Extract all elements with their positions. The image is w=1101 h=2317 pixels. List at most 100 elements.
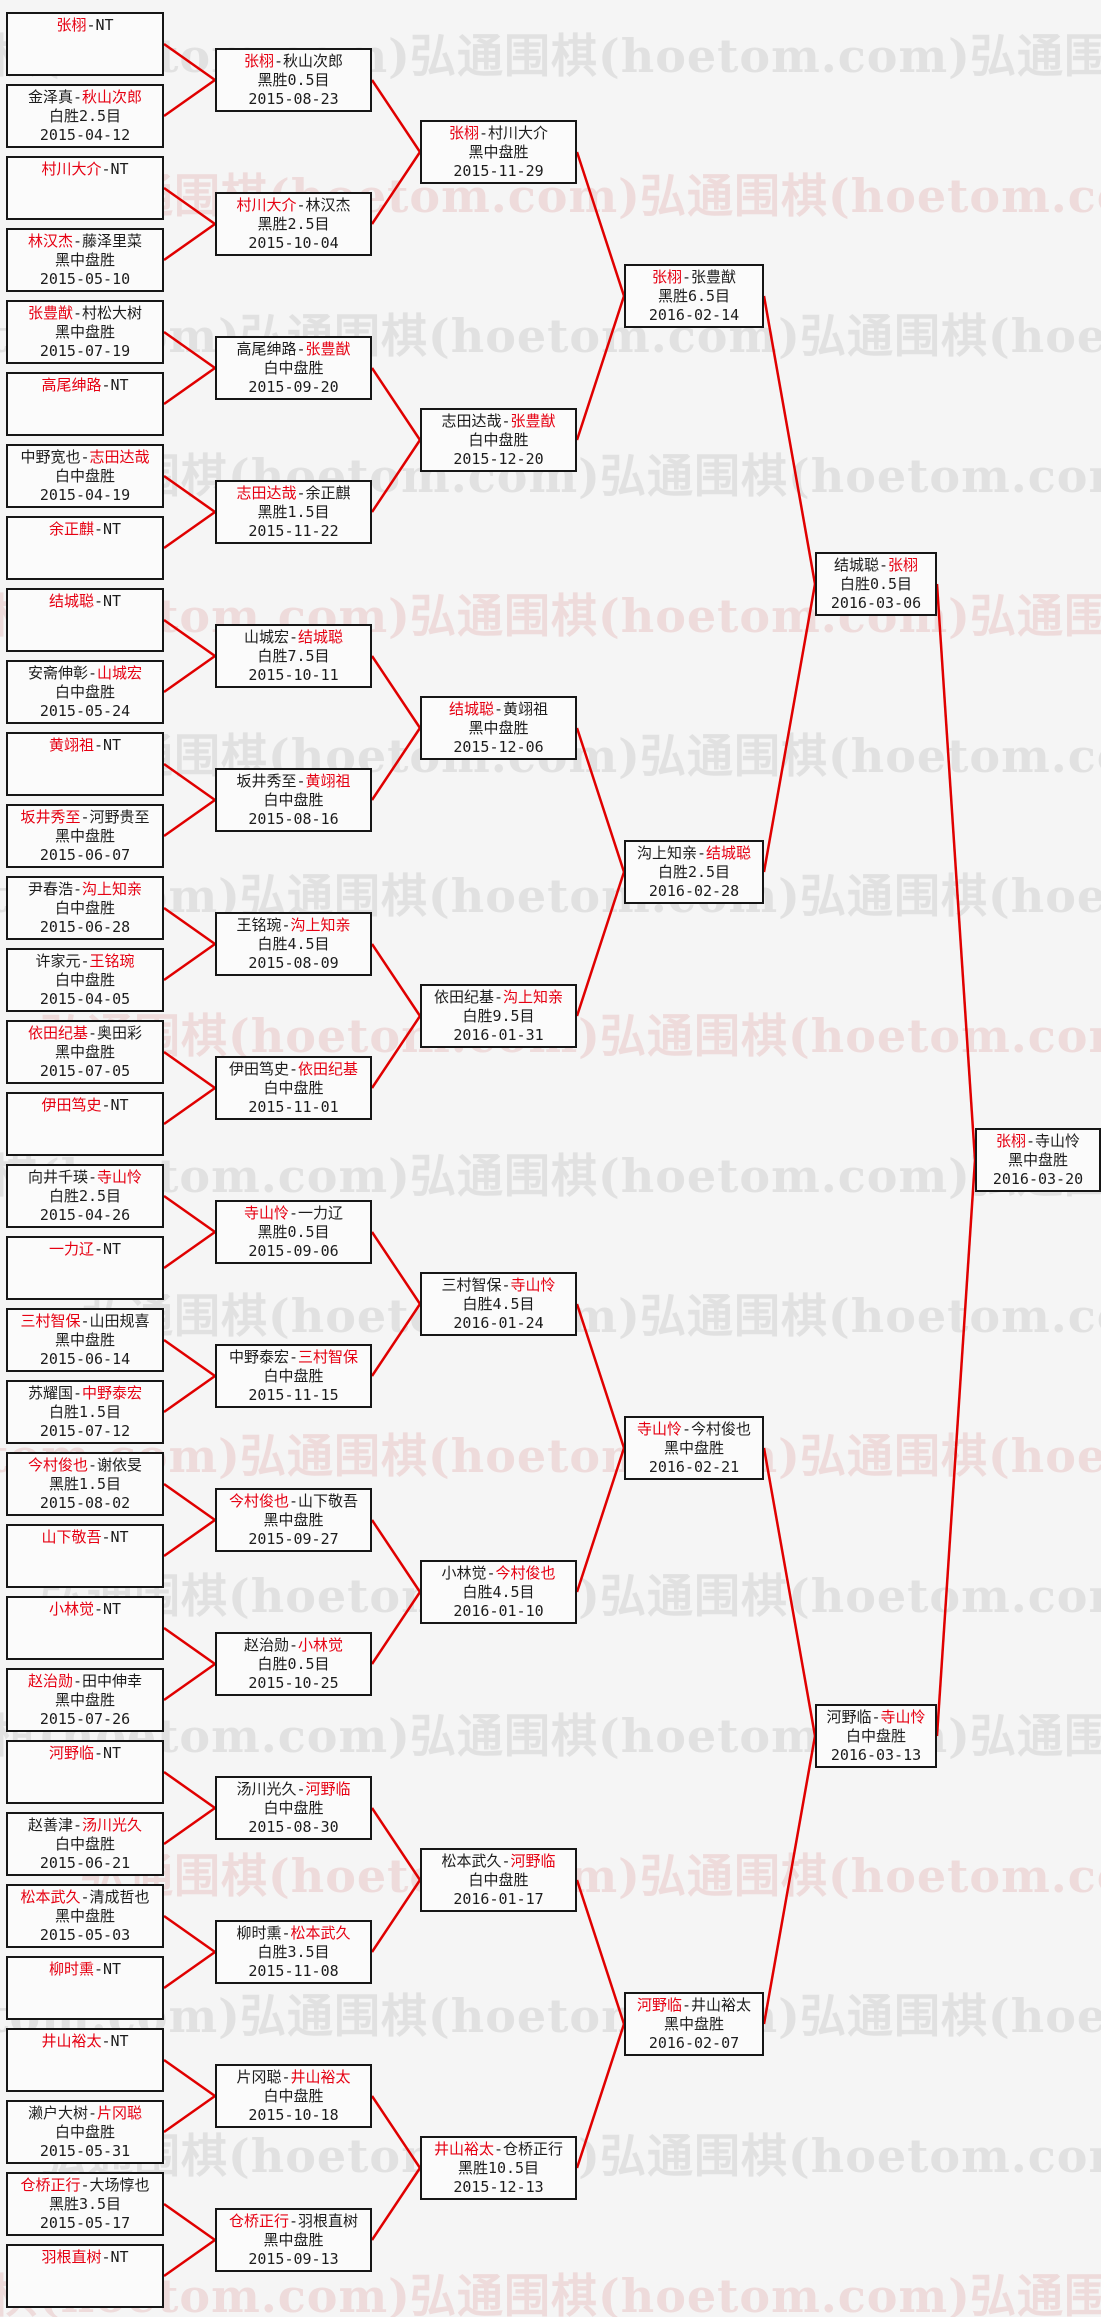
bracket-connector [163,1194,216,1234]
match-box-r1-10: 安斋伸彰-山城宏 白中盘胜 2015-05-24 [6,660,164,724]
player-name: 河野临 [510,1852,556,1870]
result-line: 黑胜3.5目 [48,2195,122,2213]
result-line: 白胜0.5目 [839,575,913,593]
vs-dash: - [72,1384,83,1402]
bracket-connector [163,222,216,262]
player-name: 张栩 [651,268,682,286]
vs-dash: - [288,1204,299,1222]
player-name: 黄翊祖 [48,736,94,754]
player-name: 村川大介 [236,196,297,214]
date-line: 2015-04-05 [39,990,131,1008]
match-players: 三村智保-山田规喜 [8,1312,162,1331]
vs-dash: - [493,700,504,718]
date-line: 2015-10-11 [248,666,339,684]
match-players: 松本武久-清成哲也 [8,1888,162,1907]
vs-dash: - [93,1960,103,1978]
match-box-r2-16: 仓桥正行-羽根直树 黑中盘胜 2015-09-13 [215,2208,372,2272]
match-players: 寺山怜-一力辽 [217,1204,370,1223]
result-line: 白胜4.5目 [257,935,330,953]
match-players: 一力辽-NT [8,1240,162,1259]
bye-label: NT [102,1960,122,1978]
player-name: 秋山次郎 [283,52,344,70]
player-name: 山下敬吾 [298,1492,359,1510]
match-box-r2-13: 汤川光久-河野临 白中盘胜 2015-08-30 [215,1776,372,1840]
bracket-connector [163,1914,216,1954]
match-players: 小林觉-今村俊也 [422,1564,575,1583]
bracket-connector [935,583,977,1161]
match-box-r1-6: 高尾绅路-NT [6,372,164,436]
match-box-r2-15: 片冈聪-井山裕太 白中盘胜 2015-10-18 [215,2064,372,2128]
match-players: 结城聪-NT [8,592,162,611]
player-name: 坂井秀至 [20,808,81,826]
match-players: 村川大介-NT [8,160,162,179]
result-line: 黑中盘胜 [54,1691,115,1709]
date-line: 2015-06-28 [39,918,131,936]
bracket-connector [370,1303,422,1377]
date-line: 2015-04-19 [39,486,131,504]
player-name: 赵善津 [27,1816,73,1834]
date-line: 2015-04-26 [39,1206,131,1224]
bracket-connector [370,655,422,729]
player-name: 结城聪 [298,628,344,646]
match-box-r1-8: 余正麒-NT [6,516,164,580]
match-players: 张栩-村川大介 [422,124,575,143]
vs-dash: - [696,844,707,862]
player-name: 赵治勋 [27,1672,73,1690]
match-players: 沟上知亲-结城聪 [626,844,762,863]
match-players: 张栩-秋山次郎 [217,52,370,71]
match-players: 苏耀国-中野泰宏 [8,1384,162,1403]
match-players: 仓桥正行-大场惇也 [8,2176,162,2195]
date-line: 2016-02-07 [648,2034,740,2052]
player-name: 结城聪 [448,700,494,718]
result-line: 白中盘胜 [54,2123,115,2141]
vs-dash: - [281,1924,291,1942]
player-name: 沟上知亲 [82,880,143,898]
match-box-r1-21: 今村俊也-谢依旻 黑胜1.5目 2015-08-02 [6,1452,164,1516]
match-box-r1-29: 井山裕太-NT [6,2028,164,2092]
player-name: 山城宏 [243,628,289,646]
match-box-r2-6: 坂井秀至-黄翊祖 白中盘胜 2015-08-16 [215,768,372,832]
match-box-r1-11: 黄翊祖-NT [6,732,164,796]
match-box-r1-14: 许家元-王铭琬 白中盘胜 2015-04-05 [6,948,164,1012]
vs-dash: - [296,340,306,358]
date-line: 2015-05-31 [39,2142,131,2160]
result-line: 黑中盘胜 [468,143,529,161]
match-players: 志田达哉-余正麒 [217,484,370,503]
match-box-r1-20: 苏耀国-中野泰宏 白胜1.5目 2015-07-12 [6,1380,164,1444]
match-players: 伊田笃史-NT [8,1096,162,1115]
player-name: 余正麒 [305,484,351,502]
match-players: 今村俊也-谢依旻 [8,1456,162,1475]
player-name: 结城聪 [48,592,94,610]
vs-dash: - [101,1096,111,1114]
player-name: 赵治勋 [243,1636,289,1654]
player-name: 片冈聪 [97,2104,143,2122]
result-line: 白中盘胜 [263,1079,324,1097]
bracket-connector [163,366,216,406]
date-line: 2015-11-08 [248,1962,339,1980]
match-players: 张豊猷-村松大树 [8,304,162,323]
match-box-r1-9: 结城聪-NT [6,588,164,652]
bracket-connector [163,1050,216,1090]
bracket-connector [163,942,216,982]
match-players: 坂井秀至-黄翊祖 [217,772,370,791]
match-players: 河野临-NT [8,1744,162,1763]
bracket-connector [163,654,216,694]
player-name: 藤泽里菜 [82,232,143,250]
result-line: 黑胜1.5目 [257,503,330,521]
date-line: 2015-09-06 [248,1242,339,1260]
vs-dash: - [296,772,306,790]
match-box-r1-18: 一力辽-NT [6,1236,164,1300]
player-name: 仓桥正行 [503,2140,564,2158]
vs-dash: - [80,1312,90,1330]
match-box-r1-27: 松本武久-清成哲也 黑中盘胜 2015-05-03 [6,1884,164,1948]
match-players: 张栩-NT [8,16,162,35]
player-name: 三村智保 [20,1312,81,1330]
bracket-connector [163,2202,216,2242]
player-name: 张栩 [888,556,919,574]
bracket-connector [163,2058,216,2098]
match-box-r1-3: 村川大介-NT [6,156,164,220]
vs-dash: - [101,2032,111,2050]
bracket-connector [163,1806,216,1846]
player-name: 黄翊祖 [305,772,351,790]
result-line: 黑中盘胜 [54,1331,115,1349]
